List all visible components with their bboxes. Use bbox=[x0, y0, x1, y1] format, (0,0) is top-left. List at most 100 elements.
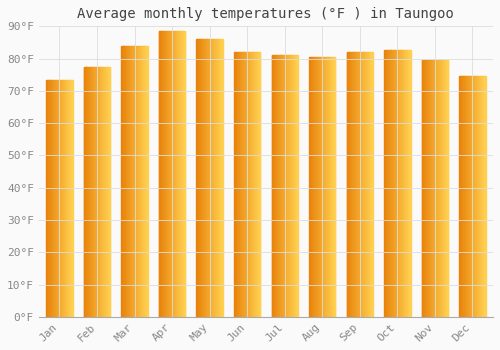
Bar bbox=[370, 52, 371, 317]
Bar bbox=[217, 39, 218, 317]
Bar bbox=[214, 39, 215, 317]
Bar bbox=[166, 31, 167, 317]
Bar bbox=[297, 55, 298, 317]
Bar bbox=[54, 79, 55, 317]
Bar bbox=[238, 52, 239, 317]
Bar bbox=[48, 79, 49, 317]
Bar bbox=[321, 57, 322, 317]
Bar bbox=[429, 60, 430, 317]
Bar bbox=[372, 52, 373, 317]
Bar bbox=[259, 52, 260, 317]
Bar bbox=[208, 39, 209, 317]
Bar bbox=[247, 52, 248, 317]
Bar bbox=[105, 66, 106, 317]
Bar bbox=[310, 57, 311, 317]
Bar bbox=[442, 60, 443, 317]
Bar bbox=[145, 46, 146, 317]
Bar bbox=[474, 76, 475, 317]
Bar bbox=[428, 60, 429, 317]
Bar bbox=[68, 79, 69, 317]
Bar bbox=[273, 55, 274, 317]
Bar bbox=[294, 55, 296, 317]
Bar bbox=[221, 39, 222, 317]
Bar bbox=[360, 52, 361, 317]
Bar bbox=[314, 57, 315, 317]
Bar bbox=[295, 55, 296, 317]
Bar bbox=[138, 46, 140, 317]
Bar bbox=[287, 55, 288, 317]
Bar bbox=[100, 66, 101, 317]
Bar bbox=[164, 31, 166, 317]
Bar bbox=[406, 50, 407, 317]
Bar bbox=[463, 76, 464, 317]
Bar bbox=[290, 55, 291, 317]
Bar bbox=[218, 39, 219, 317]
Bar bbox=[173, 31, 174, 317]
Bar bbox=[49, 79, 50, 317]
Bar bbox=[251, 52, 252, 317]
Bar bbox=[485, 76, 486, 317]
Bar bbox=[400, 50, 401, 317]
Bar bbox=[291, 55, 292, 317]
Bar bbox=[351, 52, 352, 317]
Bar bbox=[468, 76, 469, 317]
Bar bbox=[97, 66, 98, 317]
Bar bbox=[205, 39, 206, 317]
Bar bbox=[59, 79, 60, 317]
Bar bbox=[240, 52, 241, 317]
Bar bbox=[316, 57, 317, 317]
Bar bbox=[84, 66, 85, 317]
Bar bbox=[425, 60, 426, 317]
Bar bbox=[66, 79, 67, 317]
Bar bbox=[396, 50, 397, 317]
Bar bbox=[439, 60, 440, 317]
Bar bbox=[181, 31, 182, 317]
Bar bbox=[317, 57, 318, 317]
Bar bbox=[184, 31, 186, 317]
Bar bbox=[183, 31, 184, 317]
Bar bbox=[101, 66, 102, 317]
Bar bbox=[124, 46, 125, 317]
Bar bbox=[256, 52, 257, 317]
Bar bbox=[473, 76, 474, 317]
Bar bbox=[174, 31, 176, 317]
Bar bbox=[141, 46, 142, 317]
Bar bbox=[146, 46, 147, 317]
Bar bbox=[348, 52, 350, 317]
Bar bbox=[480, 76, 481, 317]
Bar bbox=[347, 52, 348, 317]
Bar bbox=[436, 60, 437, 317]
Bar bbox=[332, 57, 333, 317]
Bar bbox=[242, 52, 243, 317]
Bar bbox=[132, 46, 133, 317]
Bar bbox=[366, 52, 367, 317]
Bar bbox=[125, 46, 126, 317]
Bar bbox=[52, 79, 53, 317]
Bar bbox=[210, 39, 211, 317]
Bar bbox=[70, 79, 71, 317]
Bar bbox=[390, 50, 391, 317]
Bar bbox=[482, 76, 483, 317]
Bar bbox=[319, 57, 320, 317]
Bar bbox=[258, 52, 259, 317]
Bar bbox=[102, 66, 103, 317]
Bar bbox=[441, 60, 442, 317]
Bar bbox=[108, 66, 109, 317]
Bar bbox=[169, 31, 170, 317]
Bar bbox=[96, 66, 97, 317]
Bar bbox=[222, 39, 223, 317]
Bar bbox=[292, 55, 293, 317]
Bar bbox=[67, 79, 68, 317]
Bar bbox=[140, 46, 141, 317]
Bar bbox=[289, 55, 290, 317]
Bar bbox=[283, 55, 284, 317]
Bar bbox=[168, 31, 169, 317]
Bar bbox=[274, 55, 275, 317]
Bar bbox=[106, 66, 107, 317]
Bar bbox=[55, 79, 56, 317]
Bar bbox=[388, 50, 389, 317]
Bar bbox=[167, 31, 168, 317]
Bar bbox=[364, 52, 365, 317]
Bar bbox=[424, 60, 425, 317]
Bar bbox=[329, 57, 330, 317]
